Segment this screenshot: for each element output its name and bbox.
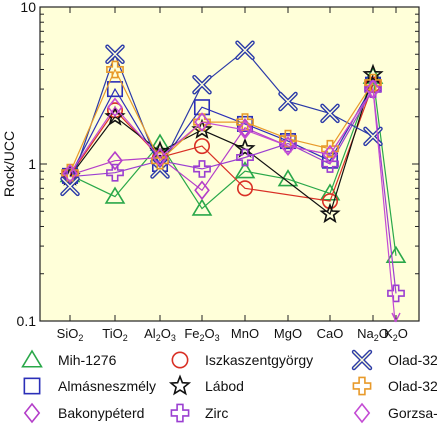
data-point bbox=[60, 176, 80, 197]
y-axis-label: Rock/UCC bbox=[1, 131, 17, 197]
legend-marker bbox=[170, 403, 190, 423]
data-point bbox=[280, 136, 296, 156]
data-point bbox=[191, 198, 213, 216]
data-point bbox=[320, 103, 340, 124]
data-point bbox=[236, 148, 254, 167]
legend-label: Bakonypéterd bbox=[58, 405, 144, 421]
data-point bbox=[234, 161, 256, 179]
legend-item: Almásneszmély bbox=[23, 377, 156, 395]
data-point bbox=[237, 120, 253, 140]
data-point bbox=[319, 202, 341, 224]
data-point bbox=[236, 113, 254, 131]
x-tick-label: Fe2O3 bbox=[184, 326, 219, 343]
data-point bbox=[107, 97, 123, 117]
legend-item: Bakonypéterd bbox=[23, 402, 144, 424]
data-point bbox=[193, 138, 211, 155]
data-point bbox=[151, 151, 169, 170]
data-point bbox=[105, 44, 125, 65]
data-point bbox=[194, 112, 210, 132]
data-point bbox=[104, 186, 126, 204]
x-tick-label: Al2O3 bbox=[144, 326, 176, 343]
x-tick-label: MgO bbox=[274, 326, 302, 341]
series-line bbox=[69, 49, 374, 187]
legend-label: Zirc bbox=[205, 405, 228, 421]
legend-label: Mih-1276 bbox=[58, 352, 117, 368]
x-tick-label: SiO2 bbox=[57, 326, 84, 343]
legend-marker bbox=[352, 376, 372, 396]
x-tick-label: Na2O bbox=[357, 326, 389, 343]
legend-label: Olad-329 bbox=[388, 378, 437, 394]
series-line bbox=[69, 68, 374, 173]
x-tick-label: MnO bbox=[231, 326, 259, 341]
data-point bbox=[365, 79, 381, 99]
data-point bbox=[193, 113, 211, 131]
plot-area bbox=[39, 6, 420, 322]
legend-label: Olad-321 bbox=[388, 352, 437, 368]
data-point bbox=[192, 74, 212, 95]
legend-marker bbox=[23, 377, 41, 395]
y-tick-label: 0.1 bbox=[17, 313, 37, 329]
y-tick-label: 1 bbox=[28, 156, 36, 172]
series-line bbox=[69, 87, 396, 322]
data-point bbox=[321, 139, 339, 158]
legend-item: Mih-1276 bbox=[21, 349, 117, 368]
legend-marker bbox=[23, 402, 41, 424]
legend-item: Gorzsa-11 bbox=[353, 402, 437, 424]
legend-marker bbox=[168, 374, 192, 396]
data-point-arrow bbox=[391, 312, 401, 323]
x-tick-label: CaO bbox=[317, 326, 344, 341]
data-point bbox=[387, 284, 405, 303]
data-point bbox=[106, 60, 124, 79]
legend-marker bbox=[21, 349, 43, 368]
series-olad-321 bbox=[60, 40, 383, 197]
legend-marker bbox=[353, 402, 371, 424]
legend-item: Iszkaszentgyörgy bbox=[171, 351, 313, 369]
legend-label: Almásneszmély bbox=[58, 378, 156, 394]
legend-label: Lábod bbox=[205, 378, 244, 394]
data-point bbox=[194, 180, 210, 201]
data-point bbox=[152, 147, 168, 168]
series-line bbox=[69, 87, 397, 294]
x-tick-label: K2O bbox=[384, 326, 408, 343]
data-point bbox=[322, 144, 338, 165]
legend-marker bbox=[171, 351, 189, 369]
data-point bbox=[236, 115, 254, 132]
data-point bbox=[362, 63, 384, 84]
data-point bbox=[235, 40, 255, 61]
legend-item: Olad-321 bbox=[351, 349, 437, 371]
data-point bbox=[364, 73, 382, 92]
x-tick-label: TiO2 bbox=[102, 326, 127, 343]
data-point bbox=[106, 81, 124, 98]
legend-label: Gorzsa-11 bbox=[388, 405, 437, 421]
data-point bbox=[193, 160, 211, 178]
data-point bbox=[62, 163, 78, 184]
legend-label: Iszkaszentgyörgy bbox=[205, 352, 313, 368]
series-line bbox=[69, 84, 374, 202]
data-point bbox=[234, 137, 256, 158]
y-tick-label: 10 bbox=[20, 0, 36, 15]
legend-marker bbox=[351, 349, 373, 371]
series-gorzsa-11 bbox=[62, 79, 401, 323]
legend-item: Olad-329 bbox=[352, 376, 437, 396]
legend-item: Zirc bbox=[170, 403, 228, 423]
data-point bbox=[278, 91, 298, 112]
data-point bbox=[321, 193, 339, 210]
data-point bbox=[236, 180, 254, 197]
legend-item: Lábod bbox=[168, 374, 244, 396]
data-point bbox=[106, 163, 124, 182]
data-point bbox=[107, 150, 123, 171]
data-point bbox=[321, 155, 339, 173]
series-line bbox=[69, 76, 397, 256]
